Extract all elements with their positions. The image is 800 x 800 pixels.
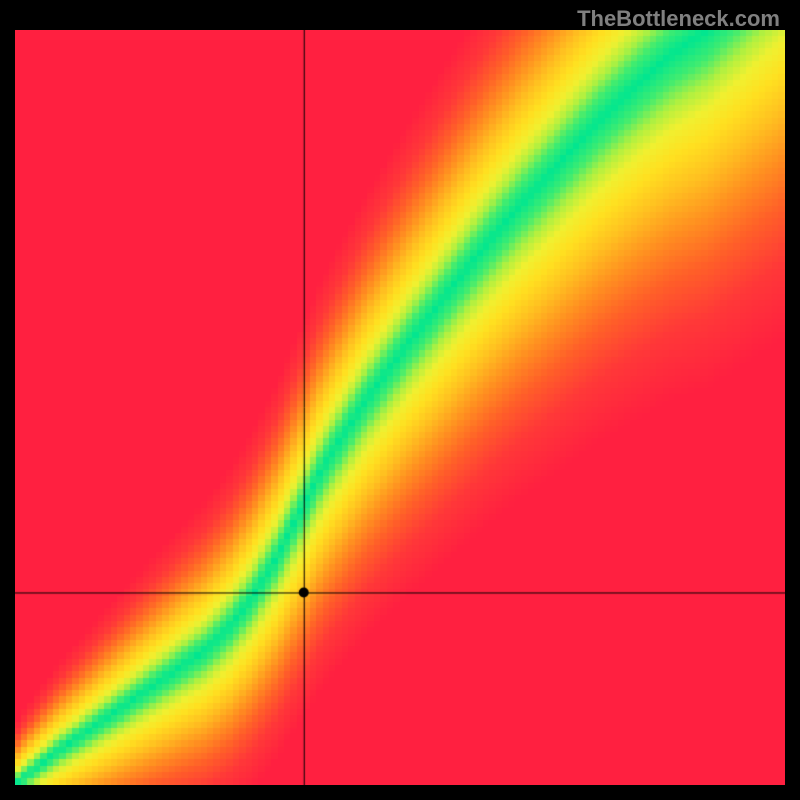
chart-container: TheBottleneck.com — [0, 0, 800, 800]
heatmap-canvas — [15, 30, 785, 785]
heatmap-plot — [15, 30, 785, 785]
watermark-text: TheBottleneck.com — [577, 6, 780, 32]
